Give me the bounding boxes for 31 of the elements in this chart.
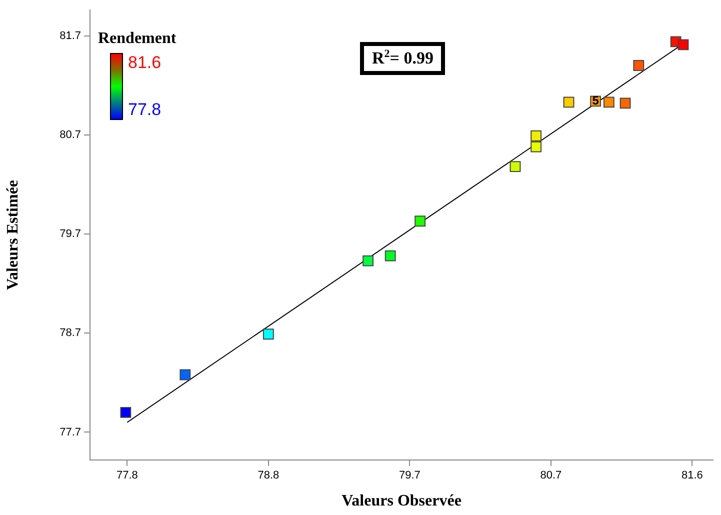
color-bar-title: Rendement bbox=[98, 30, 178, 48]
point bbox=[530, 130, 542, 142]
y-axis-title: Valeurs Estimée bbox=[4, 180, 22, 290]
annotation: 5 bbox=[592, 94, 600, 108]
y-tick-label: 79.7 bbox=[60, 228, 81, 240]
annotation: R$^{2}$= 0.99 bbox=[360, 42, 446, 75]
point bbox=[180, 369, 191, 380]
y-tick-label: 77.7 bbox=[60, 426, 81, 438]
point bbox=[414, 216, 426, 227]
y-tick-label: 81.7 bbox=[60, 30, 81, 42]
point bbox=[530, 141, 542, 152]
y-tick-label: 80.7 bbox=[60, 128, 81, 141]
x-tick-label: 77.8 bbox=[116, 470, 138, 482]
point bbox=[603, 96, 614, 108]
x-tick-label: 81.6 bbox=[681, 470, 703, 482]
point bbox=[510, 161, 521, 172]
x-tick-label: 80.7 bbox=[540, 470, 562, 482]
point bbox=[563, 96, 574, 108]
x-tick-label: 78.8 bbox=[258, 470, 280, 482]
annotation: 81.6 bbox=[128, 53, 162, 73]
point bbox=[262, 328, 274, 340]
y-tick-label: 78.7 bbox=[60, 327, 81, 340]
annotation: 77.8 bbox=[128, 100, 162, 120]
point bbox=[362, 255, 374, 266]
point bbox=[633, 60, 644, 71]
x-axis-title: Valeurs Observée bbox=[342, 492, 462, 510]
x-tick-label: 79.7 bbox=[398, 470, 420, 482]
point bbox=[678, 39, 689, 50]
point bbox=[120, 406, 132, 418]
point bbox=[620, 98, 631, 109]
point bbox=[384, 250, 396, 262]
